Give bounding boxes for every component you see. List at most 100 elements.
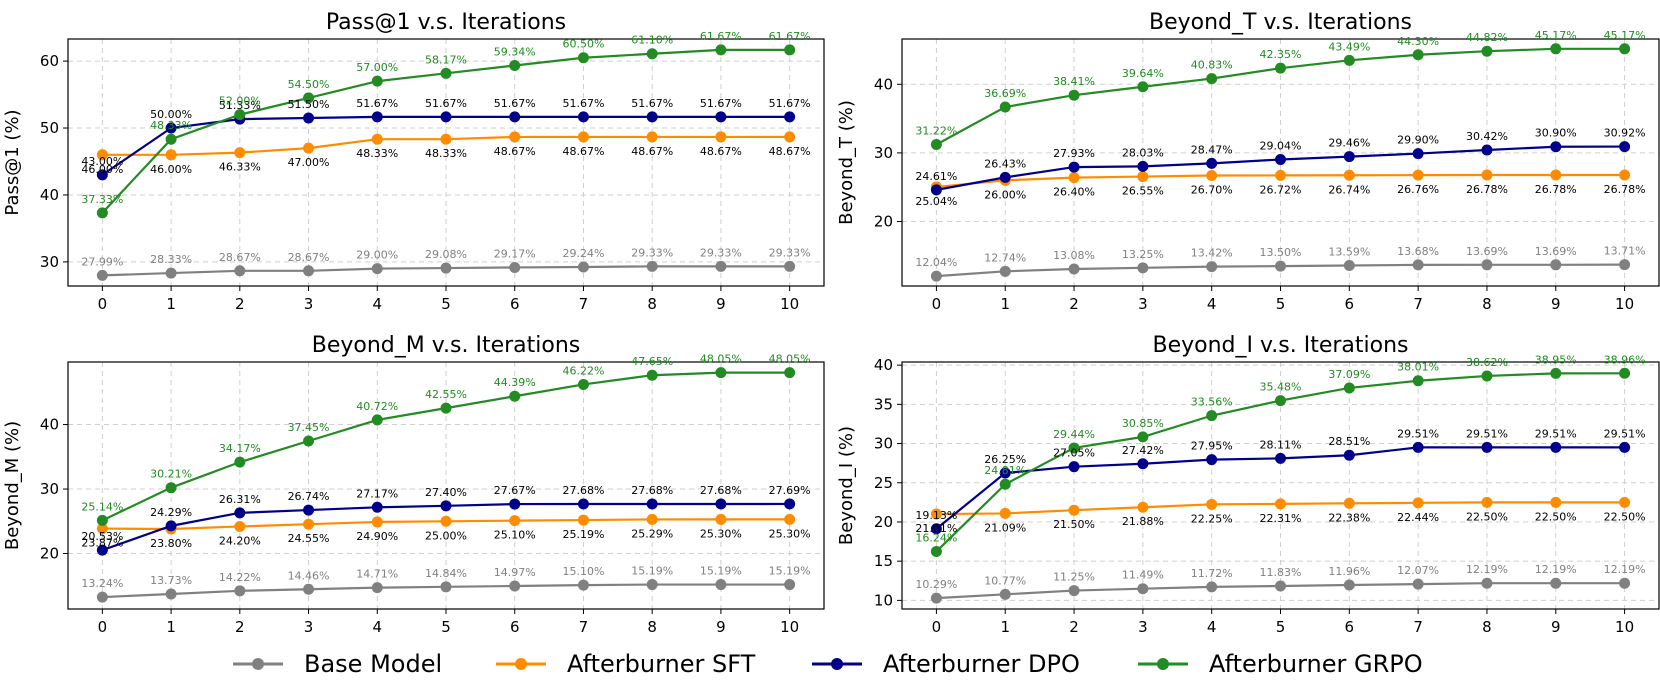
data-label-afterburner-sft: 23.80% [150, 537, 192, 550]
data-label-afterburner-sft: 48.67% [494, 145, 536, 158]
data-point-afterburner-dpo [440, 500, 452, 512]
x-tick-label: 7 [579, 618, 589, 636]
data-label-afterburner-sft: 21.50% [1053, 518, 1095, 531]
y-tick-label: 40 [40, 186, 59, 204]
data-label-base-model: 14.71% [356, 568, 398, 581]
data-point-base-model [1550, 259, 1562, 271]
data-point-afterburner-grpo [1343, 54, 1355, 66]
data-label-afterburner-grpo: 38.01% [1397, 361, 1439, 374]
chart-title: Pass@1 v.s. Iterations [326, 10, 566, 35]
data-point-afterburner-sft [234, 520, 246, 532]
legend-label-afterburner-grpo: Afterburner GRPO [1209, 650, 1423, 678]
data-point-base-model [1068, 585, 1080, 597]
data-label-afterburner-grpo: 59.34% [494, 46, 536, 59]
legend-marker-base-model [252, 658, 264, 670]
data-label-afterburner-grpo: 30.21% [150, 468, 192, 481]
data-point-base-model [1619, 259, 1631, 271]
data-label-afterburner-sft: 25.10% [494, 529, 536, 542]
data-label-afterburner-grpo: 61.10% [631, 34, 673, 47]
x-tick-label: 4 [372, 295, 382, 313]
data-point-base-model [165, 588, 177, 600]
legend-marker-afterburner-sft [515, 658, 527, 670]
data-point-base-model [96, 591, 108, 603]
data-point-afterburner-sft [1550, 169, 1562, 181]
data-point-afterburner-sft [1481, 496, 1493, 508]
y-tick-label: 20 [874, 513, 893, 531]
y-axis-label: Pass@1 (%) [2, 109, 23, 215]
data-label-afterburner-sft: 24.55% [288, 532, 330, 545]
data-point-afterburner-grpo [371, 75, 383, 87]
x-tick-label: 8 [647, 618, 657, 636]
data-label-afterburner-grpo: 40.72% [356, 400, 398, 413]
data-point-afterburner-dpo [1275, 153, 1286, 165]
data-label-afterburner-dpo: 27.05% [1053, 447, 1095, 460]
legend: Base Model Afterburner SFT Afterburner D… [233, 650, 1423, 678]
data-label-base-model: 29.17% [494, 247, 536, 260]
data-label-base-model: 13.24% [81, 577, 123, 590]
data-point-base-model [1412, 578, 1424, 590]
data-point-base-model [715, 579, 727, 591]
data-point-base-model [784, 260, 796, 272]
data-label-afterburner-dpo: 51.67% [425, 97, 467, 110]
data-point-afterburner-grpo [784, 367, 796, 379]
data-label-base-model: 13.73% [150, 574, 192, 587]
data-label-base-model: 11.25% [1053, 571, 1095, 584]
data-point-afterburner-dpo [96, 169, 108, 181]
data-label-afterburner-dpo: 50.00% [150, 108, 192, 121]
data-label-afterburner-grpo: 42.55% [425, 388, 467, 401]
y-tick-label: 30 [874, 144, 893, 162]
y-tick-label: 40 [874, 356, 893, 374]
data-point-afterburner-dpo [1412, 441, 1424, 453]
data-label-afterburner-sft: 25.00% [425, 529, 467, 542]
x-tick-label: 1 [1000, 618, 1010, 636]
data-point-afterburner-grpo [440, 402, 452, 414]
y-tick-label: 40 [40, 416, 59, 434]
data-point-afterburner-dpo [1619, 141, 1631, 153]
data-point-base-model [1550, 577, 1562, 589]
data-point-base-model [96, 269, 108, 281]
data-label-base-model: 29.33% [631, 246, 673, 259]
y-tick-label: 20 [874, 213, 893, 231]
data-label-afterburner-sft: 26.40% [1053, 186, 1095, 199]
data-point-afterburner-grpo [1206, 73, 1218, 85]
data-point-afterburner-dpo [1137, 458, 1149, 470]
data-point-afterburner-dpo [440, 111, 452, 123]
data-label-afterburner-dpo: 51.67% [562, 97, 604, 110]
data-label-base-model: 13.71% [1604, 245, 1646, 258]
data-label-base-model: 12.19% [1604, 563, 1646, 576]
data-point-afterburner-grpo [303, 435, 315, 447]
data-label-afterburner-grpo: 34.17% [219, 442, 261, 455]
data-point-base-model [1619, 577, 1631, 589]
data-label-afterburner-dpo: 29.51% [1466, 427, 1508, 440]
data-point-afterburner-dpo [1343, 449, 1355, 461]
data-point-base-model [234, 265, 246, 277]
data-point-afterburner-sft [303, 518, 315, 530]
data-point-afterburner-grpo [234, 456, 246, 468]
data-label-afterburner-grpo: 25.14% [81, 500, 123, 513]
data-label-afterburner-grpo: 31.22% [915, 125, 957, 138]
data-point-afterburner-dpo [1412, 148, 1424, 160]
data-point-afterburner-grpo [784, 44, 796, 56]
data-point-afterburner-grpo [1412, 375, 1424, 387]
x-tick-label: 1 [166, 295, 176, 313]
x-tick-label: 9 [716, 295, 726, 313]
data-label-afterburner-dpo: 29.51% [1397, 427, 1439, 440]
data-point-base-model [440, 262, 452, 274]
x-tick-label: 9 [716, 618, 726, 636]
data-label-afterburner-sft: 22.50% [1466, 510, 1508, 523]
y-tick-label: 50 [40, 119, 59, 137]
data-label-afterburner-dpo: 29.46% [1328, 137, 1370, 150]
data-label-base-model: 12.04% [915, 256, 957, 269]
data-point-afterburner-grpo [371, 414, 383, 426]
data-point-base-model [784, 579, 796, 591]
data-point-afterburner-grpo [1206, 410, 1218, 422]
data-label-afterburner-dpo: 30.92% [1604, 127, 1646, 140]
data-point-afterburner-dpo [1550, 141, 1562, 153]
data-label-afterburner-grpo: 24.81% [984, 464, 1026, 477]
data-label-afterburner-sft: 25.30% [700, 527, 742, 540]
data-label-afterburner-dpo: 51.67% [494, 97, 536, 110]
data-point-afterburner-sft [1412, 497, 1424, 509]
y-tick-label: 30 [874, 435, 893, 453]
